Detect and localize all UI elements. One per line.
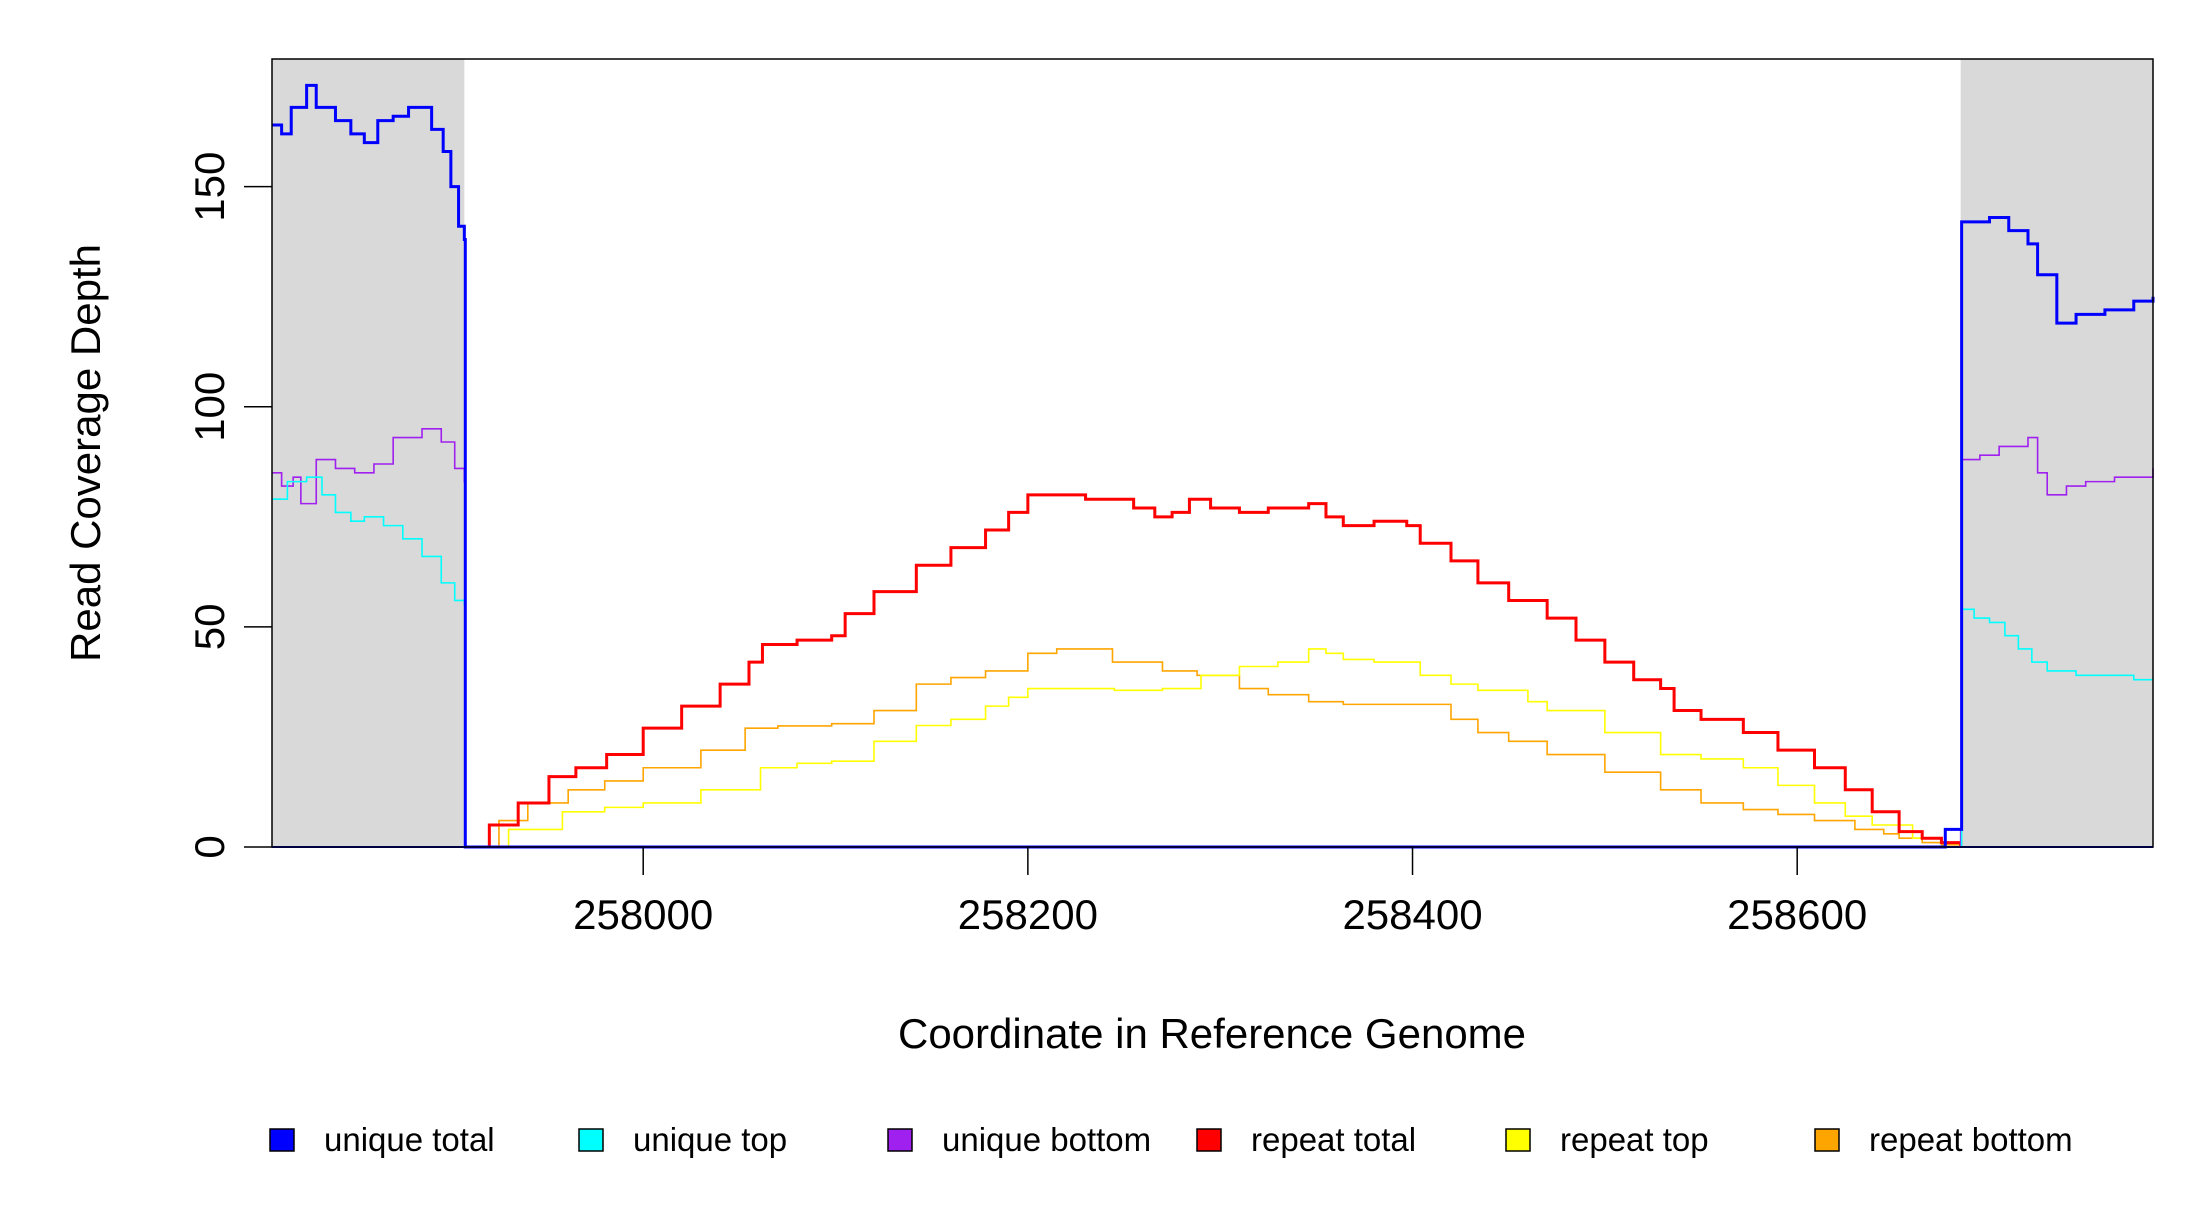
legend-label: repeat total [1251,1121,1416,1158]
plot-frame [271,58,2154,848]
x-axis-label: Coordinate in Reference Genome [898,1010,1526,1057]
legend-swatch [269,1128,295,1152]
x-axis: 258000 258200 258400 258600 [573,847,1867,938]
shaded-region [272,59,465,847]
legend-label: repeat top [1560,1121,1709,1158]
legend-label: unique top [633,1121,787,1158]
y-tick-label: 100 [186,372,233,442]
legend-swatch [1814,1128,1840,1152]
series-line-repeat-total [464,493,1963,849]
legend-swatch [887,1128,913,1152]
y-tick-label: 150 [186,152,233,222]
legend-label: unique bottom [942,1121,1151,1158]
series-line-repeat-bottom [464,648,1962,848]
y-axis-label: Read Coverage Depth [62,244,109,662]
x-tick-label: 258200 [958,891,1098,938]
y-tick-label: 50 [186,604,233,651]
legend-swatch [1505,1128,1531,1152]
x-tick-label: 258400 [1342,891,1482,938]
x-tick-label: 258600 [1727,891,1867,938]
series-line-unique-bottom [272,427,2154,848]
series-lines [272,83,2155,849]
y-tick-label: 0 [186,835,233,858]
legend-label: repeat bottom [1869,1121,2073,1158]
shaded-regions [272,59,2153,847]
legend-swatch [1196,1128,1222,1152]
legend-swatch [578,1128,604,1152]
y-axis: 0 50 100 150 [186,152,272,859]
shaded-region [1960,59,2153,847]
legend: unique total unique top unique bottom repea… [269,1121,2073,1158]
legend-label: unique total [324,1121,495,1158]
series-line-unique-total [272,83,2155,849]
series-line-repeat-top [464,648,1962,848]
x-tick-label: 258000 [573,891,713,938]
